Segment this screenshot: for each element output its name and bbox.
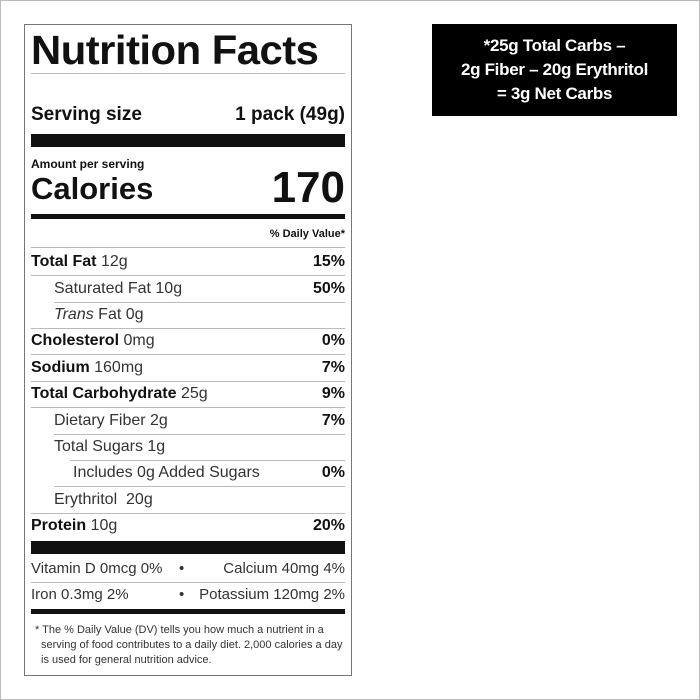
divider (31, 513, 345, 514)
divider (54, 302, 345, 303)
divider (31, 407, 345, 408)
vitamin-row: Vitamin D 0mcg 0% • Calcium 40mg 4% (31, 556, 345, 582)
nutrient-amount: 0mg (123, 332, 155, 349)
nutrient-name: Erythritol (54, 491, 118, 508)
nutrient-name: Trans (54, 306, 94, 323)
divider (70, 460, 345, 461)
divider (31, 247, 345, 248)
nutrient-name: Total Fat (31, 253, 97, 270)
serving-size-label: Serving size (31, 104, 142, 125)
nutrient-name: Cholesterol (31, 332, 120, 349)
divider (31, 275, 345, 276)
nutrient-amount: 12g (100, 253, 128, 270)
nutrient-amount: 1g (147, 438, 166, 455)
medium-divider (31, 214, 345, 219)
nutrient-name: Sodium (31, 359, 90, 376)
nutrient-dv: 0% (321, 464, 345, 481)
nutrient-name: Dietary Fiber (54, 412, 146, 429)
nutrient-row-trans-fat: Trans Fat 0g (31, 302, 345, 328)
nutrient-amount: 25g (180, 385, 208, 402)
nutrient-name: Total Carbohydrate (31, 385, 177, 402)
nutrient-dv: 9% (321, 385, 345, 402)
separator-dot: • (179, 560, 185, 577)
nutrient-name: Total Sugars (54, 438, 143, 455)
nutrient-amount: 160mg (94, 359, 144, 376)
nutrient-amount: Fat 0g (98, 306, 144, 323)
vitamin-d: Vitamin D 0mcg 0% (31, 560, 163, 577)
daily-value-header: % Daily Value* (269, 228, 345, 240)
nutrient-name: Saturated Fat (54, 280, 151, 297)
footnote: * The % Daily Value (DV) tells you how m… (35, 624, 343, 666)
divider (54, 486, 345, 487)
nutrient-amount: 10g (90, 517, 118, 534)
nutrient-name: Includes 0g Added Sugars (73, 464, 260, 481)
vitamin-row: Iron 0.3mg 2% • Potassium 120mg 2% (31, 582, 345, 608)
nutrient-dv: 0% (321, 332, 345, 349)
callout-line: 2g Fiber – 20g Erythritol (460, 60, 649, 79)
nutrient-row-total-sugars: Total Sugars 1g (31, 434, 345, 460)
nutrient-row-protein: Protein 10g 20% (31, 513, 345, 539)
nutrient-row-total-carbohydrate: Total Carbohydrate 25g 9% (31, 381, 345, 407)
separator-dot: • (179, 586, 185, 603)
nutrient-amount: 20g (126, 491, 153, 508)
divider (31, 73, 345, 74)
net-carbs-callout: *25g Total Carbs – 2g Fiber – 20g Erythr… (432, 24, 677, 116)
nutrient-dv: 20% (312, 517, 345, 534)
nutrient-row-dietary-fiber: Dietary Fiber 2g 7% (31, 408, 345, 434)
nutrient-name: Protein (31, 517, 87, 534)
calories-value: 170 (271, 163, 345, 212)
nutrient-row-total-fat: Total Fat 12g 15% (31, 249, 345, 275)
nutrient-dv: 50% (312, 280, 345, 297)
nutrient-row-erythritol: Erythritol 20g (31, 487, 345, 513)
callout-line: *25g Total Carbs – (483, 36, 626, 55)
serving-size-value: 1 pack (49g) (235, 104, 345, 125)
calories-label: Calories (31, 171, 154, 206)
nutrition-facts-label: Nutrition Facts Serving size 1 pack (49g… (24, 24, 352, 676)
nutrient-dv: 7% (321, 359, 345, 376)
divider (31, 328, 345, 329)
nutrient-row-cholesterol: Cholesterol 0mg 0% (31, 328, 345, 354)
potassium: Potassium 120mg 2% (199, 586, 345, 603)
calcium: Calcium 40mg 4% (223, 560, 345, 577)
nutrient-dv: 15% (312, 253, 345, 270)
divider (31, 582, 345, 583)
nutrient-amount: 10g (155, 280, 183, 297)
nutrient-row-saturated-fat: Saturated Fat 10g 50% (31, 276, 345, 302)
iron: Iron 0.3mg 2% (31, 586, 129, 603)
nutrient-row-sodium: Sodium 160mg 7% (31, 355, 345, 381)
nutrient-dv: 7% (321, 412, 345, 429)
nutrient-amount: 2g (150, 412, 168, 429)
divider (54, 434, 345, 435)
thick-divider (31, 541, 345, 554)
thick-divider (31, 134, 345, 147)
medium-divider (31, 609, 345, 614)
label-title: Nutrition Facts (31, 27, 319, 73)
divider (31, 381, 345, 382)
nutrient-row-added-sugars: Includes 0g Added Sugars 0% (31, 460, 345, 486)
amount-per-serving: Amount per serving (31, 157, 145, 171)
serving-size-row: Serving size 1 pack (49g) (31, 102, 345, 128)
callout-line: = 3g Net Carbs (496, 84, 613, 103)
divider (31, 354, 345, 355)
